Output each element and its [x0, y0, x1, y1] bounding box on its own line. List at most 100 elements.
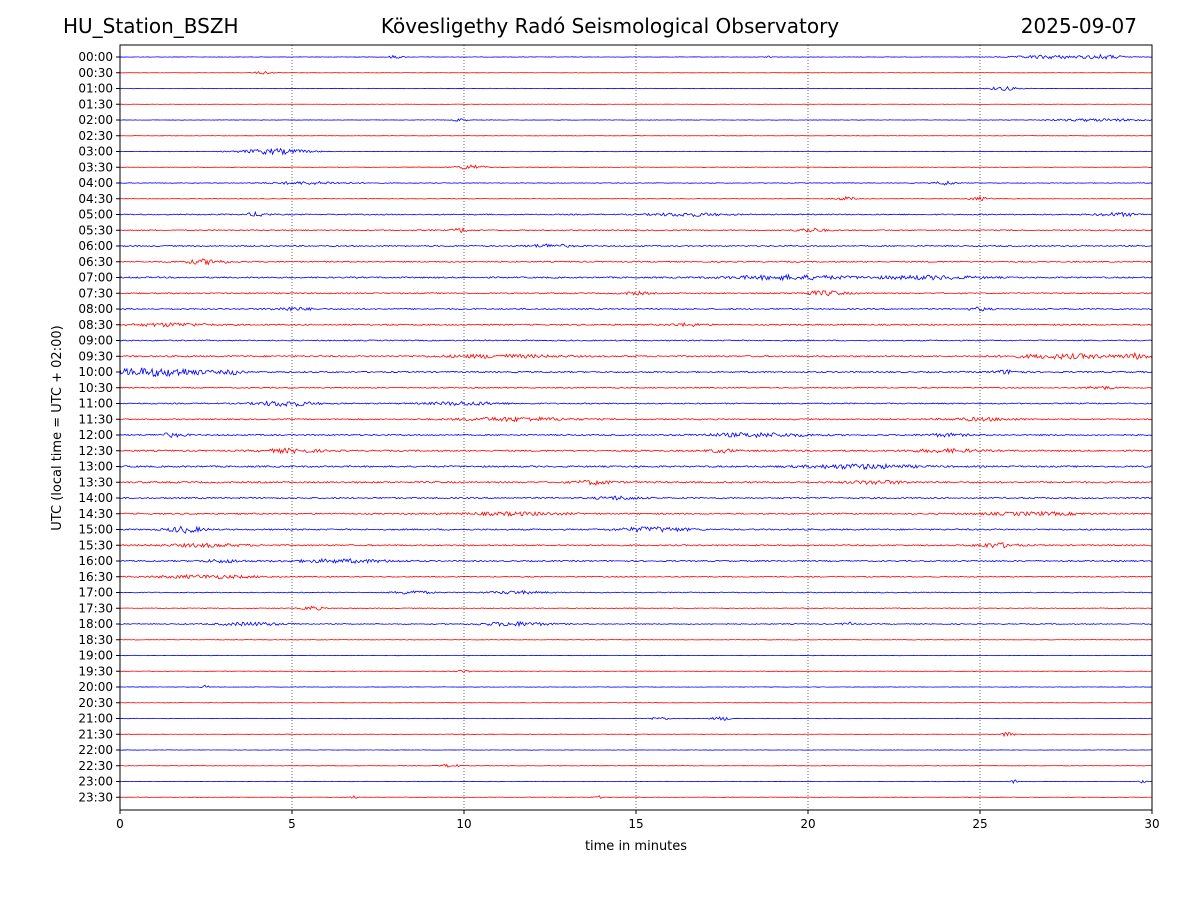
trace-1000 [119, 367, 1153, 378]
trace-2130 [119, 732, 1152, 738]
y-tick-label: 07:30 [78, 286, 113, 300]
y-tick-label: 17:30 [78, 601, 113, 615]
y-tick-label: 21:00 [78, 712, 113, 726]
trace-1600 [119, 557, 1153, 565]
trace-1100 [119, 400, 1153, 408]
y-axis-label: UTC (local time = UTC + 02:00) [50, 325, 65, 530]
trace-0730 [119, 289, 1153, 297]
y-tick-label: 02:30 [78, 129, 113, 143]
y-tick-label: 17:00 [78, 586, 113, 600]
trace-0900 [119, 339, 1153, 342]
y-tick-label: 23:00 [78, 775, 113, 789]
y-tick-label: 09:30 [78, 349, 113, 363]
trace-1500 [119, 525, 1153, 534]
y-tick-label: 10:00 [78, 365, 113, 379]
station-name: HU_Station_BSZH [63, 14, 239, 38]
trace-1700 [119, 590, 1153, 595]
trace-1200 [119, 431, 1153, 439]
y-tick-label: 03:00 [78, 145, 113, 159]
y-tick-label: 01:00 [78, 82, 113, 96]
trace-0200 [119, 118, 1153, 123]
trace-0830 [119, 321, 1153, 328]
y-tick-label: 20:00 [78, 680, 113, 694]
x-axis-label: time in minutes [585, 839, 687, 854]
y-tick-label: 21:30 [78, 727, 113, 741]
trace-0630 [119, 258, 1153, 266]
y-tick-label: 11:00 [78, 397, 113, 411]
trace-1330 [119, 479, 1153, 486]
trace-0530 [119, 227, 1153, 233]
y-tick-label: 16:00 [78, 554, 113, 568]
trace-0930 [119, 351, 1153, 361]
y-tick-label: 01:30 [78, 97, 113, 111]
trace-0100 [119, 85, 1153, 91]
y-tick-label: 18:30 [78, 633, 113, 647]
trace-0300 [119, 147, 1153, 156]
y-tick-label: 07:00 [78, 271, 113, 285]
trace-0600 [119, 243, 1153, 249]
x-tick-label: 15 [628, 817, 643, 831]
trace-0000 [119, 53, 1153, 60]
trace-0330 [119, 164, 1153, 170]
trace-1800 [119, 620, 1153, 628]
trace-2230 [119, 763, 1153, 768]
y-tick-label: 08:30 [78, 318, 113, 332]
trace-2100 [119, 716, 1153, 721]
x-tick-label: 25 [972, 817, 987, 831]
y-tick-label: 06:00 [78, 239, 113, 253]
y-tick-label: 23:30 [78, 790, 113, 804]
trace-2300 [119, 779, 1153, 784]
y-tick-label: 08:00 [78, 302, 113, 316]
trace-1830 [119, 639, 1153, 641]
x-tick-label: 20 [800, 817, 815, 831]
y-tick-label: 02:00 [78, 113, 113, 127]
trace-0030 [119, 71, 1153, 75]
trace-0400 [119, 180, 1153, 186]
grid-lines [291, 45, 981, 810]
trace-1130 [119, 416, 1153, 423]
y-tick-label: 04:00 [78, 176, 113, 190]
x-tick-label: 30 [1144, 817, 1159, 831]
trace-1730 [119, 605, 1153, 611]
y-tick-label: 14:30 [78, 507, 113, 521]
trace-1630 [119, 573, 1153, 580]
trace-0700 [119, 273, 1153, 282]
observatory-title: Kövesligethy Radó Seismological Observat… [380, 14, 840, 38]
y-tick-label: 05:00 [78, 208, 113, 222]
trace-1030 [119, 385, 1153, 391]
y-tick-label: 13:00 [78, 460, 113, 474]
y-tick-label: 06:30 [78, 255, 113, 269]
y-tick-label: 05:30 [78, 223, 113, 237]
y-tick-label: 13:30 [78, 475, 113, 489]
y-tick-label: 03:30 [78, 160, 113, 174]
trace-1530 [119, 542, 1153, 549]
y-tick-label: 20:30 [78, 696, 113, 710]
y-tick-label: 22:00 [78, 743, 113, 757]
x-tick-label: 10 [456, 817, 471, 831]
seismogram-traces [119, 53, 1153, 799]
y-tick-label: 04:30 [78, 192, 113, 206]
y-tick-label: 12:00 [78, 428, 113, 442]
trace-1430 [119, 510, 1153, 517]
y-tick-label: 12:30 [78, 444, 113, 458]
trace-0500 [119, 210, 1153, 218]
y-tick-label: 19:30 [78, 664, 113, 678]
y-tick-label: 14:00 [78, 491, 113, 505]
y-tick-label: 19:00 [78, 649, 113, 663]
y-tick-label: 22:30 [78, 759, 113, 773]
y-tick-label: 16:30 [78, 570, 113, 584]
trace-0800 [119, 306, 1153, 312]
x-tick-label: 5 [288, 817, 296, 831]
y-tick-label: 00:30 [78, 66, 113, 80]
trace-2330 [119, 794, 1153, 799]
x-tick-label: 0 [116, 817, 124, 831]
y-tick-label: 00:00 [78, 50, 113, 64]
record-date: 2025-09-07 [1020, 14, 1137, 38]
y-tick-label: 09:00 [78, 334, 113, 348]
trace-1930 [119, 669, 1153, 674]
x-axis-ticks: 0 5 10 15 20 25 30 [116, 810, 1160, 831]
y-tick-label: 15:00 [78, 523, 113, 537]
trace-0430 [119, 195, 1153, 202]
